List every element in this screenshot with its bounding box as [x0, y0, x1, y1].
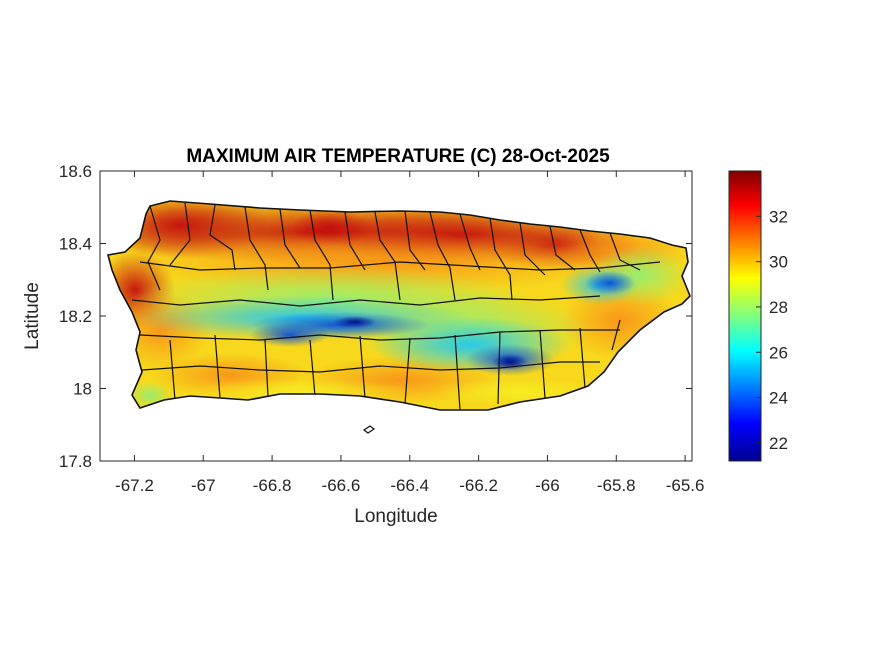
municipality-border [344, 211, 366, 271]
y-tick-label: 18.2 [59, 307, 92, 326]
colorbar-tick-label: 26 [769, 343, 788, 362]
x-tick-label: -67 [191, 476, 216, 495]
municipality-border [579, 327, 586, 389]
colorbar-tick-label: 30 [769, 253, 788, 272]
x-tick-label: -66 [535, 476, 560, 495]
municipality-border [309, 339, 316, 397]
y-tick-label: 18 [73, 380, 92, 399]
x-axis: -67.2 -67 -66.8 -66.6 -66.4 -66.2 -66 -65.8 -65.… [115, 171, 704, 495]
x-tick-label: -65.8 [597, 476, 636, 495]
municipality-border [169, 202, 191, 266]
municipality-border [519, 222, 546, 276]
municipality-border [147, 205, 161, 291]
colorbar-ticks: 32 30 28 26 24 22 [756, 207, 788, 453]
municipality-border [139, 261, 661, 271]
municipality-border [611, 319, 621, 351]
municipality-border [539, 329, 546, 399]
municipality-border [279, 208, 301, 269]
y-tick-label: 18.4 [59, 235, 92, 254]
colorbar-tick-label: 24 [769, 389, 788, 408]
chart-title: MAXIMUM AIR TEMPERATURE (C) 28-Oct-2025 [186, 146, 610, 167]
colorbar-tick-label: 32 [769, 207, 788, 226]
municipality-border [141, 361, 600, 373]
municipality-border [359, 335, 366, 399]
x-tick-label: -66.4 [390, 476, 429, 495]
municipality-border [214, 334, 221, 399]
municipality-border [549, 225, 576, 271]
municipality-border [309, 209, 334, 301]
y-tick-label: 17.8 [59, 452, 92, 471]
x-tick-label: -66.2 [459, 476, 498, 495]
x-tick-label: -66.6 [322, 476, 361, 495]
y-axis: 18.6 18.4 18.2 18 17.8 [59, 162, 692, 471]
municipality-border [459, 213, 481, 271]
municipality-border [579, 229, 601, 273]
municipality-border [169, 339, 176, 401]
x-tick-label: -66.8 [253, 476, 292, 495]
municipality-border [489, 217, 513, 301]
colorbar-tick-label: 22 [769, 434, 788, 453]
caja-de-muertos-island [362, 425, 376, 434]
municipality-border [429, 211, 456, 301]
municipality-border [404, 337, 411, 405]
temperature-field [108, 201, 690, 410]
municipality-border [244, 206, 269, 291]
y-tick-label: 18.6 [59, 162, 92, 181]
municipality-borders [131, 202, 661, 410]
colorbar-tick-label: 28 [769, 298, 788, 317]
municipality-border [454, 334, 461, 410]
municipality-border [264, 339, 269, 397]
municipality-border [374, 211, 401, 301]
x-tick-label: -67.2 [115, 476, 154, 495]
x-axis-label: Longitude [354, 506, 437, 527]
x-tick-label: -65.6 [666, 476, 705, 495]
y-axis-label: Latitude [22, 282, 43, 350]
temperature-contour [333, 316, 377, 328]
municipality-border [497, 331, 501, 405]
municipality-border [131, 295, 601, 307]
temperature-contour [585, 271, 635, 295]
colorbar [728, 170, 762, 462]
municipality-border [609, 232, 641, 271]
municipality-border [209, 204, 236, 271]
